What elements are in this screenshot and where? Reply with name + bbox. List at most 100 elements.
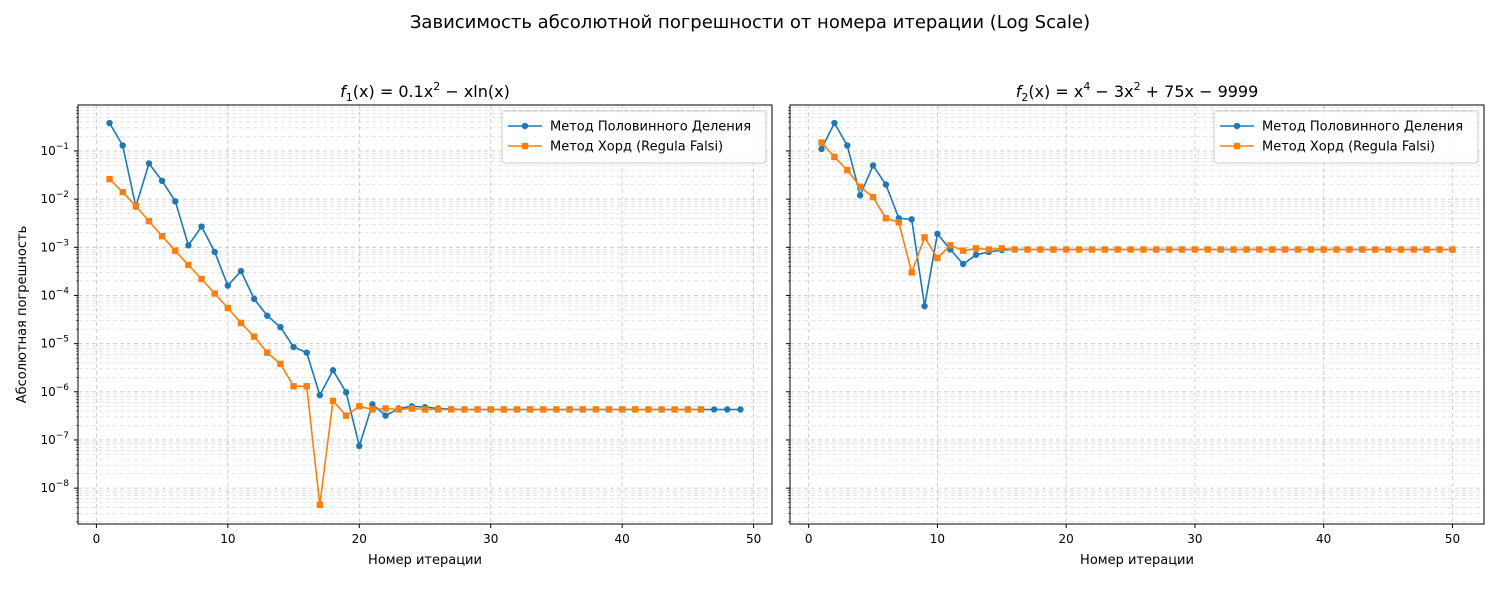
data-point	[856, 192, 864, 199]
data-point	[1140, 246, 1147, 253]
data-point	[119, 188, 126, 196]
data-point	[185, 242, 192, 249]
data-point	[737, 406, 744, 413]
data-point	[947, 242, 954, 249]
x-tick-label: 20	[352, 532, 367, 546]
data-point	[1372, 246, 1379, 253]
data-point	[869, 193, 877, 201]
data-point	[185, 261, 192, 269]
legend-label: Метод Хорд (Regula Falsi)	[1262, 140, 1435, 155]
data-point	[985, 246, 993, 253]
data-point	[697, 406, 705, 413]
data-point	[119, 142, 126, 149]
data-point	[1178, 246, 1186, 253]
data-point	[1075, 246, 1083, 253]
legend-marker	[521, 122, 529, 130]
subplot-title: f1(x) = 0.1x2 − xln(x)	[340, 80, 510, 104]
data-point	[500, 406, 508, 413]
data-point	[264, 312, 271, 319]
data-point	[1449, 246, 1456, 253]
data-point	[592, 406, 600, 413]
y-tick-label: 10−5	[40, 335, 69, 351]
data-point	[237, 267, 245, 275]
x-tick-label: 10	[220, 532, 235, 546]
y-axis-label: Абсолютная погрешность	[15, 226, 30, 404]
legend: Метод Половинного Деления Метод Хорд (Reg…	[501, 110, 767, 164]
data-point	[710, 406, 718, 413]
data-point	[632, 406, 639, 413]
y-tick-label: 10−2	[40, 190, 69, 206]
data-point	[998, 245, 1006, 252]
data-point	[132, 202, 140, 210]
data-point	[1230, 246, 1237, 253]
data-point	[1294, 246, 1302, 253]
data-point	[972, 245, 980, 252]
data-point	[421, 406, 429, 413]
y-tick-label: 10−3	[40, 238, 69, 254]
series-line	[108, 178, 701, 505]
data-point	[329, 397, 337, 405]
x-tick-label: 50	[1445, 532, 1460, 546]
x-tick-label: 30	[1187, 532, 1202, 546]
x-tick-label: 0	[93, 532, 101, 546]
y-tick-label: 10−1	[40, 142, 69, 158]
data-point	[172, 247, 179, 254]
data-point	[844, 142, 851, 149]
legend-label: Метод Хорд (Regula Falsi)	[550, 140, 723, 155]
x-axis-label: Номер итерации	[1080, 553, 1194, 568]
data-point	[1268, 246, 1276, 253]
data-point	[264, 349, 271, 356]
data-point	[303, 383, 310, 390]
data-point	[882, 215, 890, 222]
chart-panel-f2: f2(x) = x4 − 3x2 + 75x − 9999 0 10 20 30 40 50…	[786, 80, 1485, 568]
x-tick-label: 10	[930, 532, 945, 546]
x-tick-label: 40	[1316, 532, 1331, 546]
y-tick-label: 10−7	[40, 431, 69, 447]
data-point	[1114, 246, 1121, 253]
data-point	[1256, 246, 1263, 253]
data-point	[356, 442, 363, 450]
data-point	[1307, 246, 1315, 253]
data-point	[106, 175, 113, 183]
chart-panel-f1: f1(x) = 0.1x2 − xln(x) 0 10 20 30 40 50 10−8 10−…	[15, 80, 773, 568]
data-point	[540, 406, 547, 413]
data-point	[224, 304, 232, 312]
data-point	[1062, 246, 1070, 253]
data-point	[198, 275, 205, 283]
y-tick-label: 10−8	[40, 479, 69, 495]
data-point	[671, 406, 678, 413]
data-point	[831, 153, 838, 161]
data-point	[342, 412, 350, 419]
data-point	[882, 181, 890, 188]
legend: Метод Половинного Деления Метод Хорд (Reg…	[1213, 110, 1479, 164]
data-point	[290, 383, 297, 390]
data-point	[1011, 246, 1018, 253]
data-point	[1153, 246, 1160, 253]
subplot-title: f2(x) = x4 − 3x2 + 75x − 9999	[1016, 80, 1259, 104]
data-point	[959, 247, 967, 254]
data-point	[724, 406, 731, 413]
data-point	[513, 406, 521, 413]
legend-marker	[521, 142, 529, 150]
data-point	[1281, 246, 1289, 253]
data-point	[1088, 246, 1096, 253]
data-point	[684, 406, 692, 413]
data-point	[818, 139, 825, 146]
x-tick-label: 30	[483, 532, 498, 546]
data-point	[277, 360, 284, 368]
data-point	[618, 406, 626, 413]
x-axis-label: Номер итерации	[368, 553, 482, 568]
data-point	[553, 406, 560, 413]
data-point	[645, 406, 652, 413]
data-point	[1410, 246, 1418, 253]
y-tick-label: 10−4	[40, 286, 69, 302]
series-line	[108, 122, 741, 449]
data-point	[921, 302, 928, 310]
data-point	[1423, 246, 1430, 253]
data-point	[1243, 246, 1250, 253]
data-point	[250, 333, 258, 340]
data-point	[895, 219, 902, 226]
data-point	[1037, 246, 1044, 253]
data-point	[605, 406, 613, 413]
data-point	[303, 349, 310, 356]
